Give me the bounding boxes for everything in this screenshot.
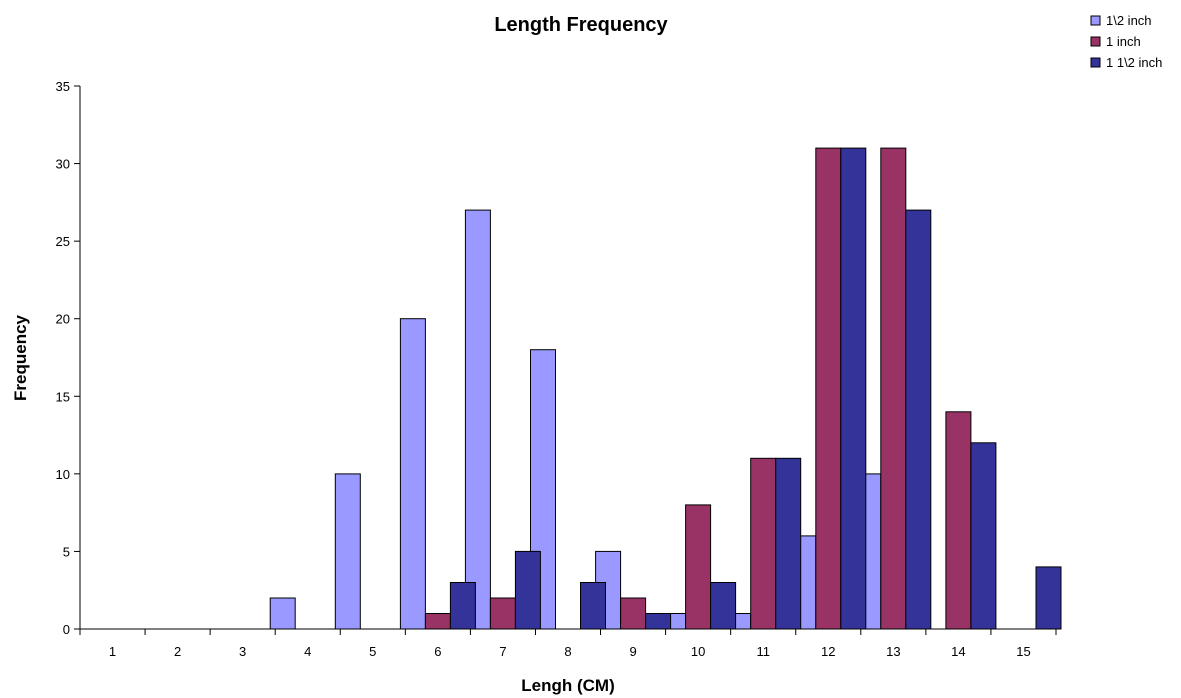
bar-6-series-1 (399, 318, 426, 630)
x-tick-label: 6 (434, 644, 441, 659)
x-tick-label: 14 (951, 644, 965, 659)
bar-11-series-3 (775, 457, 802, 630)
x-tick-label: 9 (629, 644, 636, 659)
bar-11-series-2 (750, 457, 777, 630)
legend-swatch-series-3 (1090, 57, 1101, 68)
bar-7-series-1 (464, 209, 491, 630)
legend: 1\2 inch 1 inch 1 1\2 inch (1090, 13, 1162, 70)
bar-7-series-2 (489, 597, 516, 630)
x-tick-label: 12 (821, 644, 835, 659)
bar-15-series-3 (1035, 566, 1062, 630)
y-axis: 0 5 10 15 20 25 30 35 (56, 79, 81, 637)
legend-label-series-3: 1 1\2 inch (1106, 55, 1162, 70)
bar-10-series-2 (685, 504, 712, 630)
bar-6-series-2 (424, 613, 451, 630)
chart-title: Length Frequency (494, 14, 668, 36)
x-tick-label: 7 (499, 644, 506, 659)
legend-swatch-series-2 (1090, 36, 1101, 47)
bar-9-series-2 (620, 597, 647, 630)
bar-6-series-3 (449, 582, 476, 630)
x-tick-label: 15 (1016, 644, 1030, 659)
x-tick-label: 8 (564, 644, 571, 659)
legend-label-series-1: 1\2 inch (1106, 13, 1152, 28)
x-tick-label: 13 (886, 644, 900, 659)
y-tick-label: 0 (63, 622, 70, 637)
x-tick-label: 4 (304, 644, 311, 659)
x-tick-label: 10 (691, 644, 705, 659)
bar-12-series-3 (840, 147, 867, 630)
x-tick-label: 5 (369, 644, 376, 659)
bar-14-series-2 (945, 411, 972, 630)
y-tick-label: 5 (63, 544, 70, 559)
bar-7-series-3 (514, 550, 541, 630)
y-tick-label: 30 (56, 157, 70, 172)
bar-5-series-1 (334, 473, 361, 630)
y-tick-label: 35 (56, 79, 70, 94)
y-tick-label: 20 (56, 312, 70, 327)
x-tick-label: 1 (109, 644, 116, 659)
bar-9-series-3 (645, 613, 672, 630)
legend-swatch-series-1 (1090, 15, 1101, 26)
y-tick-label: 25 (56, 234, 70, 249)
y-tick-label: 15 (56, 389, 70, 404)
bar-12-series-2 (815, 147, 842, 630)
x-tick-label: 3 (239, 644, 246, 659)
bar-14-series-3 (970, 442, 997, 630)
legend-label-series-2: 1 inch (1106, 34, 1141, 49)
bar-group (269, 147, 1062, 630)
x-axis: 1 2 3 4 5 6 7 8 9 10 11 12 13 14 15 (79, 628, 1057, 659)
bar-4-series-1 (269, 597, 296, 630)
bar-13-series-2 (880, 147, 907, 630)
y-tick-label: 10 (56, 467, 70, 482)
x-axis-title: Lengh (CM) (521, 676, 614, 695)
y-axis-title: Frequency (11, 314, 30, 401)
bar-10-series-3 (710, 582, 737, 630)
x-tick-label: 2 (174, 644, 181, 659)
bar-8-series-3 (580, 582, 606, 630)
bar-13-series-3 (905, 209, 932, 630)
x-tick-label: 11 (756, 644, 770, 659)
